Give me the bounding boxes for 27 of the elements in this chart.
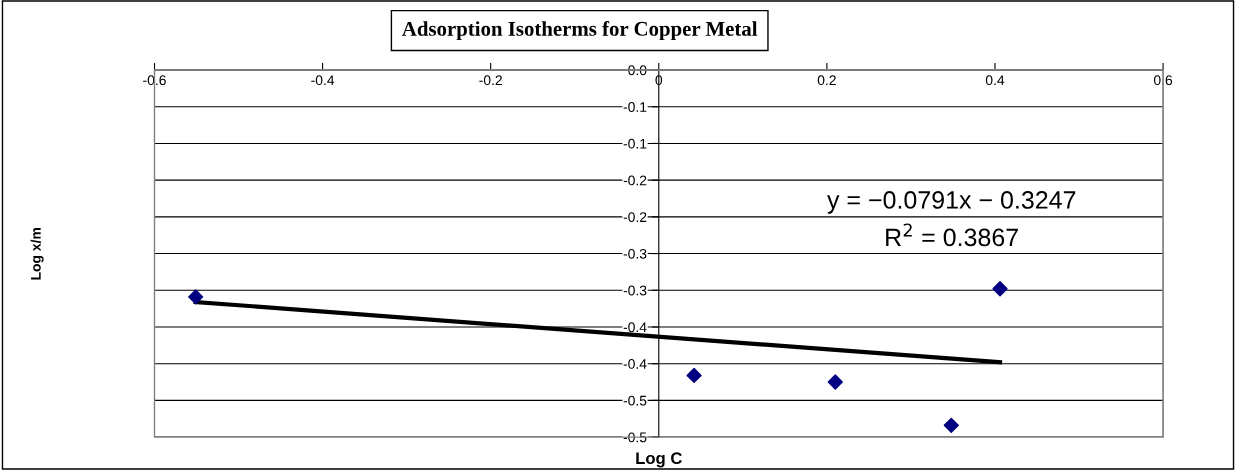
y-tick-label: -0.2 xyxy=(623,175,647,186)
x-tick-label: -0.2 xyxy=(479,75,502,86)
annotation: R$^{2}$ = 0.3867 xyxy=(886,223,1018,247)
x-tick-label: -0.6 xyxy=(143,75,166,86)
y-tick-label: -0.1 xyxy=(623,102,647,112)
y-tick-label: -0.4 xyxy=(623,322,647,333)
y-tick-label: -0.2 xyxy=(623,212,647,223)
x-tick-label: 0.6 xyxy=(1153,75,1173,86)
point xyxy=(992,281,1008,297)
point xyxy=(827,374,843,390)
y-tick-label: -0.3 xyxy=(623,285,647,296)
y-tick-label: -0.4 xyxy=(623,359,647,369)
chart-title: Adsorption Isotherms for Copper Metal xyxy=(402,21,758,41)
text: Log x/m xyxy=(30,228,44,280)
y-tick-label: -0.1 xyxy=(623,138,647,149)
x-tick-label: 0.2 xyxy=(817,75,836,86)
x-tick-label: -0.4 xyxy=(311,75,335,86)
annotation: y = −0.0791x − 0.3247 xyxy=(827,191,1076,214)
y-tick-label: -0.5 xyxy=(623,432,647,443)
point xyxy=(188,289,204,305)
x-axis-title: Log C xyxy=(636,452,682,468)
y-tick-label: 0.0 xyxy=(628,65,647,76)
point xyxy=(943,417,959,433)
y-tick-label: -0.5 xyxy=(623,395,647,406)
y-tick-label: -0.3 xyxy=(623,248,647,259)
point xyxy=(686,367,702,384)
x-tick-label: 0.4 xyxy=(985,75,1005,86)
